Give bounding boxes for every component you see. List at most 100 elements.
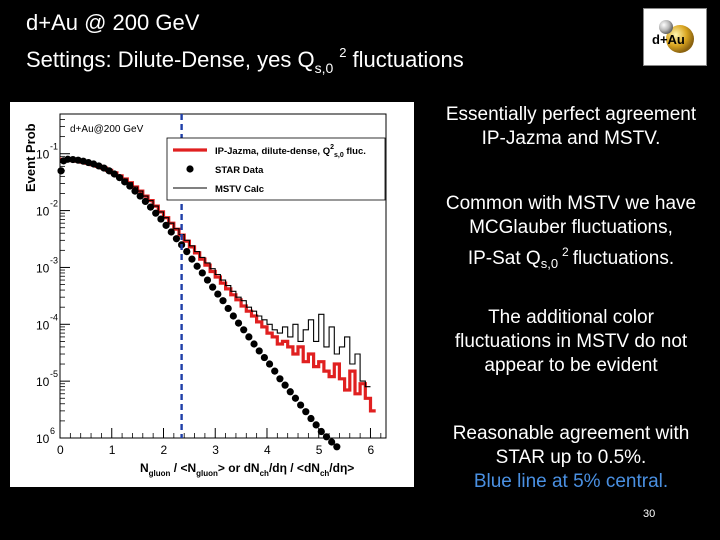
series-star-point (193, 262, 201, 270)
legend-ipjazma-label-part: 2 (330, 144, 334, 151)
x-tick-label: 3 (212, 443, 219, 457)
note-4-line-1: Reasonable agreement with (452, 423, 690, 444)
note-2-line-3-sub: s,0 (540, 256, 559, 271)
y-tick-label: 10 (36, 432, 50, 446)
series-star-point (64, 155, 72, 163)
legend-box (166, 137, 386, 201)
x-axis-label-part: gluon (149, 469, 171, 478)
series-star-point (110, 170, 118, 178)
series-star-point (162, 221, 170, 229)
legend-ipjazma-label-part: fluc. (344, 146, 366, 157)
series-star-point (281, 381, 289, 389)
series-star-point (105, 167, 113, 175)
legend-star-label: STAR Data (215, 165, 264, 176)
legend-star-swatch (186, 165, 194, 173)
series-star-point (172, 235, 181, 243)
logo-balls-icon (659, 20, 694, 53)
series-star-point (260, 353, 268, 362)
series-star-point (183, 247, 191, 256)
title-line-2-sup: 2 (339, 45, 347, 60)
note-3: The additional color fluctuations in MST… (422, 306, 720, 378)
x-axis-label: Ngluon / <Ngluon> or dNch/dη / <dNch/dη> (140, 461, 354, 478)
series-star-point (157, 215, 165, 223)
series-star-point (328, 438, 336, 446)
series-star-point (276, 375, 284, 383)
series-star-point (121, 178, 129, 186)
y-tick-exponent: 6 (50, 426, 55, 436)
y-tick-exponent: -1 (50, 142, 58, 152)
x-axis-label-part: ch (260, 469, 269, 478)
note-3-line-3: appear to be evident (484, 355, 658, 376)
x-axis-label-part: / <N (170, 461, 196, 475)
logo-text: d+Au (652, 32, 685, 47)
series-star-point (146, 203, 155, 211)
title-line-1: d+Au @ 200 GeV (26, 10, 200, 35)
series-star-point (234, 319, 243, 327)
y-tick-exponent: -2 (50, 199, 58, 209)
note-2-line-1: Common with MSTV we have (445, 193, 697, 214)
series-star-point (152, 209, 160, 217)
legend-mstv-label: MSTV Calc (215, 184, 264, 195)
note-4: Reasonable agreement with STAR up to 0.5… (422, 422, 720, 494)
x-axis-label-part: ch (320, 469, 329, 478)
series-star-point (291, 394, 300, 402)
title-line-2-prefix: Settings: Dilute-Dense, yes Q (26, 47, 315, 72)
note-1-line-1: Essentially perfect agreement (445, 104, 697, 125)
x-tick-label: 0 (57, 443, 64, 457)
note-1: Essentially perfect agreement IP-Jazma a… (422, 103, 720, 151)
y-axis-label: Event Prob (23, 123, 38, 192)
title-line-2: Settings: Dilute-Dense, yes Qs,0 2 fluctua… (26, 38, 464, 83)
series-star-point (271, 367, 279, 375)
series-star-point (188, 255, 196, 263)
x-tick-label: 6 (367, 443, 374, 457)
y-tick-label: 10 (36, 375, 50, 389)
x-axis-label-part: gluon (196, 469, 218, 478)
series-star-point (209, 283, 217, 291)
legend-ipjazma-label-part: IP-Jazma, dilute-dense, Q (215, 146, 330, 157)
x-axis-label-part: /dη / <dN (269, 461, 320, 475)
series-star-point (297, 401, 305, 409)
y-tick-exponent: -5 (50, 369, 58, 379)
note-2: Common with MSTV we have MCGlauber fluct… (422, 192, 720, 276)
note-3-line-1: The additional color (488, 307, 654, 328)
x-axis-label-part: /dη> (329, 461, 354, 475)
x-tick-label: 5 (316, 443, 323, 457)
dAu-logo-icon: d+Au (643, 8, 707, 66)
x-axis-label-part: N (140, 461, 149, 475)
slide-title: d+Au @ 200 GeV Settings: Dilute-Dense, y… (26, 8, 464, 83)
title-line-2-suffix: fluctuations (352, 47, 464, 72)
y-tick-exponent: -3 (50, 255, 58, 265)
x-tick-label: 2 (160, 443, 167, 457)
series-star-point (250, 340, 258, 348)
series-star-point (167, 228, 175, 236)
series-star-point (219, 297, 227, 305)
series-star-point (307, 414, 315, 423)
series-star-point (229, 312, 237, 320)
series-star-point (265, 360, 274, 368)
series-star-point (312, 421, 320, 429)
series-star-point (286, 388, 294, 396)
y-tick-label: 10 (36, 148, 50, 162)
note-4-line-3: Blue line at 5% central. (473, 471, 669, 492)
series-star-point (198, 269, 206, 277)
x-tick-label: 1 (109, 443, 116, 457)
series-star-point (141, 197, 149, 206)
series-star-point (214, 290, 222, 298)
series-star-point (115, 174, 124, 182)
note-2-line-3-suffix: fluctuations. (572, 248, 675, 269)
note-2-line-2: MCGlauber fluctuations, (469, 217, 673, 238)
note-2-line-3-prefix: IP-Sat Q (467, 248, 541, 269)
inner-plot-label: d+Au@200 GeV (70, 124, 144, 135)
note-3-line-2: fluctuations in MSTV do not (454, 331, 688, 352)
series-star-point (302, 408, 310, 416)
series-star-point (322, 433, 331, 441)
y-tick-label: 10 (36, 318, 50, 332)
series-star-point (317, 427, 325, 436)
series-star-point (136, 192, 144, 200)
series-star-point (203, 276, 212, 284)
series-star-point (57, 167, 65, 175)
legend-ipjazma-label-part: s,0 (334, 152, 344, 159)
chart-panel: 10 -1 10 -2 10 -3 10 -4 10 -5 10 6 0 1 2 3 4 5 6 Event Prob… (10, 102, 414, 487)
title-line-2-sub: s,0 (314, 60, 334, 76)
